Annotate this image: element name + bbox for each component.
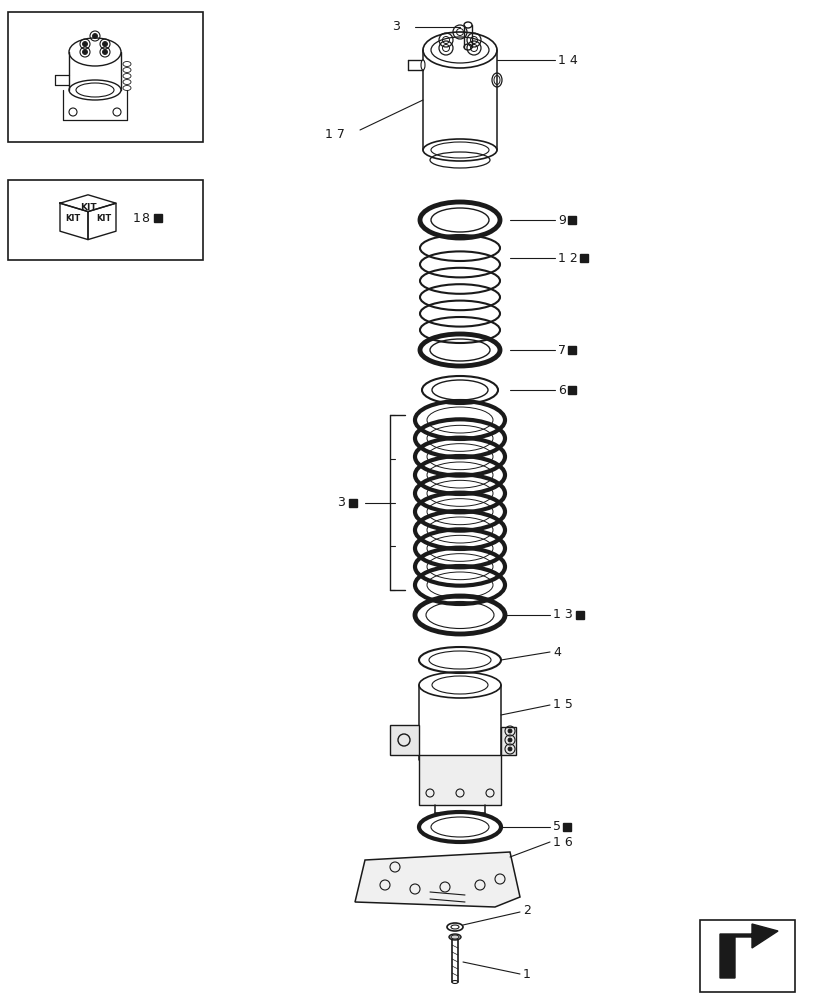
Bar: [349, 498, 357, 506]
Text: 1 3: 1 3: [553, 608, 573, 621]
Text: 4: 4: [553, 646, 561, 658]
Bar: [390, 725, 419, 755]
Bar: [501, 727, 516, 755]
Text: KIT: KIT: [80, 203, 96, 212]
Text: KIT: KIT: [65, 214, 80, 223]
Text: 1 6: 1 6: [553, 836, 573, 848]
Text: 6: 6: [558, 383, 565, 396]
Circle shape: [92, 33, 97, 38]
Polygon shape: [355, 852, 520, 907]
Circle shape: [103, 41, 108, 46]
Text: 1 2: 1 2: [558, 251, 578, 264]
Text: 1 5: 1 5: [553, 698, 573, 712]
Circle shape: [508, 729, 512, 733]
Bar: [568, 386, 576, 394]
Circle shape: [82, 49, 87, 54]
Text: 2: 2: [523, 904, 531, 916]
Text: 1: 1: [523, 968, 531, 980]
Bar: [700, 920, 795, 992]
Text: 1 7: 1 7: [325, 128, 345, 141]
Polygon shape: [720, 924, 778, 978]
Text: 1 4: 1 4: [558, 53, 578, 66]
Circle shape: [103, 49, 108, 54]
Text: 3: 3: [392, 20, 400, 33]
Text: 8: 8: [141, 212, 149, 225]
Text: KIT: KIT: [95, 214, 111, 223]
Ellipse shape: [421, 60, 425, 70]
Circle shape: [508, 747, 512, 751]
Circle shape: [508, 738, 512, 742]
Circle shape: [82, 41, 87, 46]
Bar: [563, 823, 571, 831]
Bar: [568, 346, 576, 354]
Text: 1: 1: [133, 212, 141, 225]
Text: 3: 3: [337, 496, 345, 509]
Bar: [568, 216, 576, 224]
Ellipse shape: [449, 934, 461, 940]
Bar: [8, 12, 203, 142]
Bar: [576, 611, 584, 619]
Text: 5: 5: [553, 820, 561, 834]
Text: 9: 9: [558, 214, 565, 227]
Bar: [419, 755, 501, 805]
Text: 7: 7: [558, 344, 566, 357]
Bar: [580, 254, 588, 262]
Bar: [154, 214, 162, 222]
Bar: [8, 180, 203, 260]
